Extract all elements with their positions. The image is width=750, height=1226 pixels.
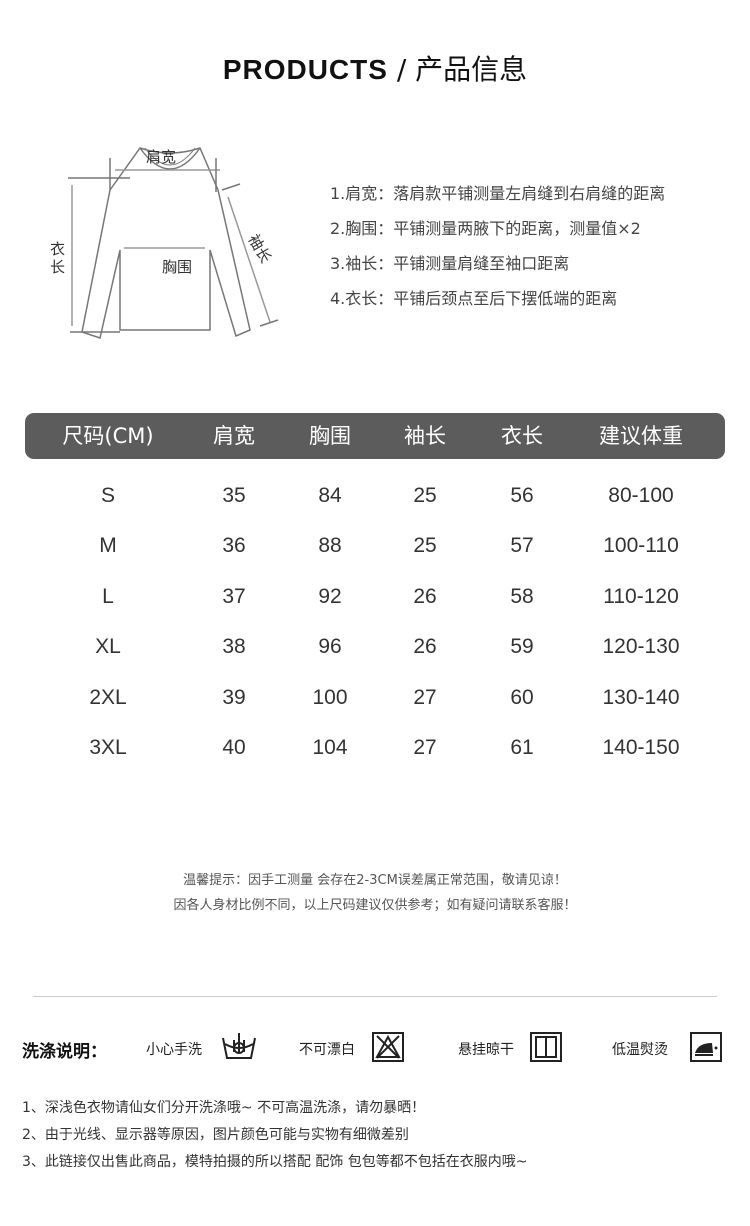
header-cell: 胸围 bbox=[309, 424, 351, 448]
table-cell: 104 bbox=[312, 736, 348, 759]
table-cell: 56 bbox=[510, 484, 534, 507]
label-chest: 胸围 bbox=[162, 258, 193, 276]
table-cell: 100 bbox=[312, 686, 348, 709]
table-cell: 26 bbox=[413, 635, 437, 658]
header-cell: 建议体重 bbox=[599, 424, 683, 448]
table-cell: 38 bbox=[222, 635, 246, 658]
note-chest: 2.胸围：平铺测量两腋下的距离，测量值×2 bbox=[330, 219, 641, 238]
wash-label-bleach: 不可漂白 bbox=[299, 1042, 355, 1058]
table-cell: 39 bbox=[222, 686, 246, 709]
table-cell: 37 bbox=[222, 585, 246, 608]
table-cell: 140-150 bbox=[602, 736, 680, 759]
page-title: PRODUCTS / 产品信息 bbox=[0, 48, 750, 88]
label-shoulder: 肩宽 bbox=[146, 148, 177, 166]
table-cell: 40 bbox=[222, 736, 246, 759]
tip-1: 温馨提示：因手工测量 会存在2-3CM误差属正常范围，敬请见谅！ bbox=[183, 873, 567, 888]
table-cell: 92 bbox=[318, 585, 342, 608]
table-cell: 36 bbox=[222, 534, 246, 557]
table-cell: 60 bbox=[510, 686, 534, 709]
table-cell: 57 bbox=[510, 534, 534, 557]
table-cell: 110-120 bbox=[603, 585, 679, 608]
table-cell: 25 bbox=[413, 534, 437, 557]
table-cell: 80-100 bbox=[608, 484, 674, 507]
shirt-outline bbox=[81, 147, 251, 339]
table-cell: 61 bbox=[510, 736, 534, 759]
measurement-diagram: 肩宽 胸围 衣长 袖长 bbox=[40, 130, 300, 350]
table-cell: 27 bbox=[413, 736, 437, 759]
table-cell: 88 bbox=[318, 534, 342, 557]
size-cell: M bbox=[99, 534, 117, 557]
wash-label-hand: 小心手洗 bbox=[146, 1042, 202, 1058]
title-separator: / bbox=[387, 53, 416, 86]
table-cell: 120-130 bbox=[602, 635, 680, 658]
size-table-header bbox=[25, 413, 725, 459]
low-iron-icon bbox=[690, 1032, 722, 1062]
header-cell: 袖长 bbox=[404, 424, 446, 448]
no-bleach-icon bbox=[372, 1032, 404, 1062]
washing-label: 洗涤说明： bbox=[22, 1042, 107, 1062]
table-cell: 58 bbox=[510, 585, 534, 608]
hand-wash-icon bbox=[220, 1030, 258, 1066]
hang-dry-icon bbox=[530, 1032, 562, 1062]
note-length: 4.衣长：平铺后颈点至后下摆低端的距离 bbox=[330, 289, 618, 308]
size-cell: 2XL bbox=[89, 686, 127, 709]
size-cell: S bbox=[100, 484, 116, 507]
size-cell: 3XL bbox=[89, 736, 127, 759]
table-cell: 84 bbox=[318, 484, 342, 507]
table-cell: 26 bbox=[413, 585, 437, 608]
label-length: 衣长 bbox=[50, 240, 66, 276]
note-sleeve: 3.袖长：平铺测量肩缝至袖口距离 bbox=[330, 254, 570, 273]
note-shoulder: 1.肩宽：落肩款平铺测量左肩缝到右肩缝的距离 bbox=[330, 184, 666, 203]
wash-label-dry: 悬挂晾干 bbox=[458, 1042, 514, 1058]
bottom-note-2: 2、由于光线、显示器等原因，图片颜色可能与实物有细微差别 bbox=[22, 1127, 409, 1143]
table-cell: 100-110 bbox=[603, 534, 679, 557]
table-cell: 96 bbox=[318, 635, 342, 658]
title-zh: 产品信息 bbox=[415, 53, 528, 86]
table-cell: 130-140 bbox=[602, 686, 680, 709]
header-cell: 衣长 bbox=[501, 424, 543, 448]
header-cell: 肩宽 bbox=[213, 424, 255, 448]
tip-2: 因各人身材比例不同，以上尺码建议仅供参考；如有疑问请联系客服！ bbox=[173, 898, 577, 913]
size-cell: XL bbox=[95, 635, 121, 658]
table-cell: 35 bbox=[222, 484, 246, 507]
title-en: PRODUCTS bbox=[222, 54, 388, 85]
bottom-note-3: 3、此链接仅出售此商品，模特拍摄的所以搭配 配饰 包包等都不包括在衣服内哦~ bbox=[22, 1154, 528, 1170]
divider bbox=[33, 996, 717, 997]
table-cell: 25 bbox=[413, 484, 437, 507]
table-cell: 27 bbox=[413, 686, 437, 709]
table-cell: 59 bbox=[510, 635, 534, 658]
size-cell: L bbox=[102, 585, 114, 608]
bottom-note-1: 1、深浅色衣物请仙女们分开洗涤哦~ 不可高温洗涤，请勿暴晒！ bbox=[22, 1100, 426, 1116]
wash-label-iron: 低温熨烫 bbox=[612, 1042, 668, 1058]
header-cell: 尺码(CM) bbox=[62, 424, 154, 448]
